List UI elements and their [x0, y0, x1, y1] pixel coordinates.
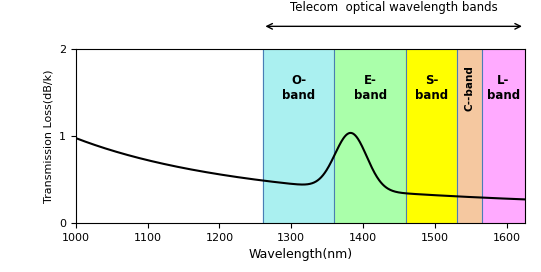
Text: Telecom  optical wavelength bands: Telecom optical wavelength bands — [290, 1, 498, 14]
Text: E-
band: E- band — [354, 74, 387, 102]
Bar — [481, 49, 525, 223]
Bar — [262, 49, 334, 223]
X-axis label: Wavelength(nm): Wavelength(nm) — [248, 248, 352, 261]
Text: C--band: C--band — [464, 65, 474, 111]
Bar — [406, 49, 457, 223]
Bar — [334, 49, 406, 223]
Text: O-
band: O- band — [282, 74, 315, 102]
Text: S-
band: S- band — [415, 74, 448, 102]
Bar — [457, 49, 481, 223]
Y-axis label: Transmission Loss(dB/k): Transmission Loss(dB/k) — [43, 69, 54, 203]
Text: L-
band: L- band — [487, 74, 520, 102]
